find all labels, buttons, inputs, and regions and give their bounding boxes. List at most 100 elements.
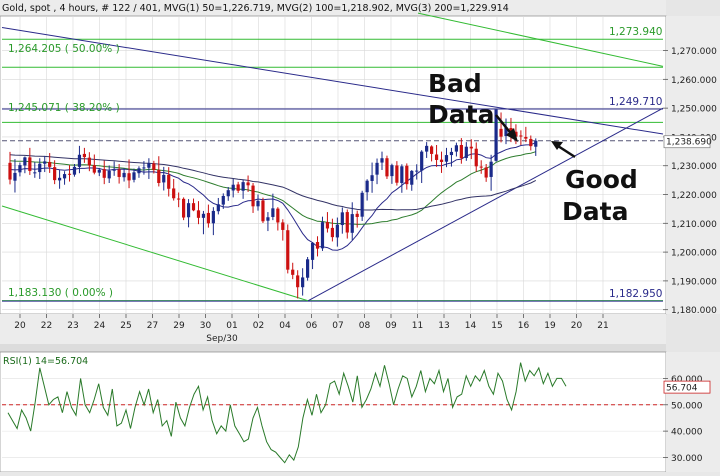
candle-body [102,169,106,178]
candle [67,165,72,182]
candle [256,194,260,211]
candle-body [370,175,374,181]
candle [221,193,225,209]
candle [231,178,235,198]
candle [102,160,106,185]
pane-splitter[interactable] [0,344,666,352]
candle [514,124,518,145]
candle-body [206,212,210,224]
candle [261,197,265,224]
time-tick-label: 30 [200,321,212,331]
candle-body [405,165,409,185]
candle-body [291,269,295,275]
price-flag-label: 1,273.940 [609,26,662,38]
long-downtrend-line [1,27,664,135]
time-axis-panel [0,314,666,344]
rsi-plot-area[interactable] [0,351,667,473]
candle-body [315,242,320,249]
fib-label-50: 1,264.205 ( 50.00% ) [8,43,120,55]
candle-body [186,203,191,218]
chart-header: Gold, spot , 4 hours, # 122 / 401, MVG(1… [2,3,509,14]
candle-body [261,200,265,222]
candle [519,130,523,145]
candle [216,197,220,215]
candle-body [444,155,449,162]
candle [23,156,27,174]
candle-body [484,167,488,178]
price-tick-label: 1,210.000 [671,220,717,230]
time-tick-label: 19 [544,321,556,331]
candle [395,161,399,186]
candle [18,162,22,177]
candle [454,142,458,157]
candle [147,158,151,179]
candle [142,161,146,175]
candle [390,163,394,184]
price-tick-label: 1,180.000 [671,306,717,316]
candle-body [519,135,523,137]
candle [186,199,191,228]
candle-body [191,203,196,211]
rsi-line [7,362,567,464]
candle-body [301,277,305,288]
candle [400,164,404,193]
rsi-tick-label: 30.000 [671,454,703,464]
annotation-bad-line1: Bad [428,69,482,98]
candle [211,207,215,236]
candle-body [325,222,330,229]
price-tick-label: 1,200.000 [671,249,717,259]
candle [444,147,449,168]
candle-body [509,128,513,133]
candle-body [286,230,290,270]
candle-body [226,190,230,197]
candle [320,216,325,251]
candle [48,153,52,173]
candle [281,219,285,241]
candle-body [479,166,483,168]
time-tick-label: 24 [94,321,106,331]
candle-body [127,173,131,181]
candle [241,179,245,199]
candle [33,162,37,178]
time-tick-label: 13 [438,321,449,331]
candle [236,181,240,194]
candle-body [13,172,17,181]
candle [380,151,384,171]
candle [276,207,280,231]
candle [157,156,161,187]
annotation-bad-data: Bad Data [428,69,518,142]
candle [434,144,439,167]
candle [62,171,67,185]
last-price-label: 1,238.690 [666,138,712,148]
annotation-good-line2: Data [562,197,628,226]
candle-body [48,161,52,167]
candle [251,182,255,213]
time-tick-label: 27 [147,321,158,331]
rsi-value-tag [663,380,711,394]
candle [509,117,513,143]
candle-body [92,165,96,173]
price-tick-label: 1,220.000 [671,191,717,201]
price-flag-label: 1,249.710 [609,96,662,108]
candle-body [117,169,121,177]
candle-body [410,170,414,185]
fib-label-0: 1,183.130 ( 0.00% ) [8,287,113,299]
candle-body [524,136,528,139]
price-plot-area[interactable] [0,15,667,315]
candle [425,142,429,158]
candle-body [449,151,454,156]
candle-body [365,180,369,193]
bad-data-arrowhead [506,128,518,142]
candle-body [499,128,503,137]
price-axis: 1,180.000 1,190.000 1,200.000 1,210.000 1,22… [609,26,717,316]
candle [499,112,503,143]
candle-body [420,151,424,171]
price-flag-label: 1,182.950 [609,288,662,300]
time-tick-label: 07 [332,321,343,331]
candle [474,142,478,172]
candle [375,158,379,185]
candle [330,218,334,242]
candle-body [18,165,22,173]
